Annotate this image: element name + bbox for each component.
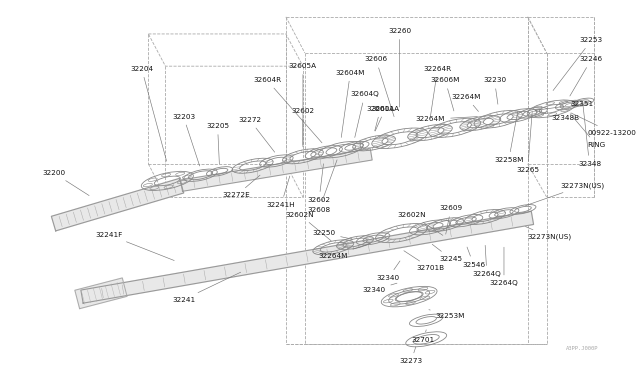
Text: 32265: 32265: [516, 112, 540, 173]
Text: 32602N: 32602N: [397, 212, 443, 235]
Text: RING: RING: [570, 114, 605, 148]
Text: 32604Q: 32604Q: [350, 92, 379, 137]
Text: 32604M: 32604M: [335, 70, 365, 137]
Text: 32241: 32241: [172, 272, 241, 302]
Text: 32606M: 32606M: [431, 77, 460, 111]
Text: 32258M: 32258M: [494, 112, 524, 163]
Text: 32264Q: 32264Q: [490, 247, 518, 286]
Text: 32701: 32701: [412, 330, 435, 343]
Text: 32351: 32351: [535, 101, 593, 110]
Text: 32604R: 32604R: [253, 77, 322, 143]
Polygon shape: [180, 149, 372, 191]
Text: 32602: 32602: [291, 108, 314, 147]
Text: 32601A: 32601A: [367, 106, 395, 131]
Text: 32602N: 32602N: [285, 212, 331, 241]
Text: 32204: 32204: [130, 66, 166, 161]
Text: 32205: 32205: [206, 123, 229, 164]
Text: 32241F: 32241F: [95, 232, 174, 260]
Text: 32348B: 32348B: [535, 110, 579, 121]
Text: 32253M: 32253M: [429, 310, 465, 318]
Text: 32200: 32200: [43, 170, 89, 196]
Text: 32203: 32203: [172, 113, 200, 166]
Text: 32272E: 32272E: [223, 175, 260, 198]
Text: 32608: 32608: [307, 160, 337, 212]
Text: 32272: 32272: [238, 117, 275, 152]
Text: 32264Q: 32264Q: [472, 246, 501, 277]
Text: 32260: 32260: [388, 28, 412, 107]
Text: 32264M: 32264M: [318, 243, 371, 259]
Text: 32246: 32246: [570, 57, 603, 96]
Text: 32601A: 32601A: [371, 106, 399, 131]
Text: A3PP.J000P: A3PP.J000P: [566, 346, 599, 351]
Text: 32264M: 32264M: [416, 116, 477, 122]
Text: 32273N(US): 32273N(US): [525, 182, 605, 206]
Text: 32701B: 32701B: [404, 251, 445, 271]
Text: 32250: 32250: [312, 230, 353, 239]
Text: 32273N(US): 32273N(US): [525, 227, 572, 240]
Text: 32348: 32348: [578, 105, 601, 167]
Text: 32602: 32602: [307, 164, 331, 203]
Text: 32605A: 32605A: [289, 63, 317, 145]
Text: 32609: 32609: [440, 205, 463, 234]
Text: 32340: 32340: [377, 261, 400, 281]
Text: 32340: 32340: [362, 283, 397, 293]
Text: 32606: 32606: [364, 57, 394, 117]
Text: 32230: 32230: [483, 77, 506, 104]
Polygon shape: [81, 211, 534, 303]
Text: 32253: 32253: [553, 38, 603, 90]
Text: 32241H: 32241H: [267, 176, 296, 208]
Text: 32264M: 32264M: [452, 94, 481, 112]
Polygon shape: [75, 278, 127, 309]
Text: 00922-13200: 00922-13200: [571, 113, 636, 135]
Text: 32273: 32273: [399, 347, 422, 364]
Text: 32245: 32245: [432, 244, 463, 262]
Text: 32264R: 32264R: [424, 66, 452, 116]
Text: 32546: 32546: [462, 247, 485, 267]
Polygon shape: [51, 179, 184, 231]
